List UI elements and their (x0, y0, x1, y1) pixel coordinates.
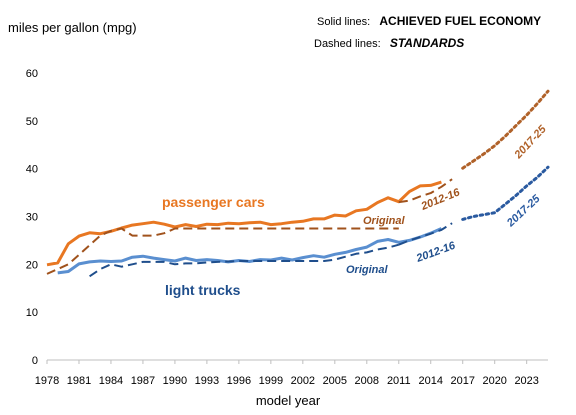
x-tick-label: 1990 (163, 375, 187, 387)
label-cars-original: Original (363, 215, 406, 227)
x-tick-label: 1996 (227, 375, 251, 387)
series-line-original-1 (46, 227, 399, 275)
series-line-light-trucks-4 (57, 227, 443, 275)
series-line-2017-25-7 (461, 165, 550, 221)
x-tick-label: 1987 (131, 375, 155, 387)
x-tick-label: 2020 (482, 375, 506, 387)
y-tick-label: 60 (26, 68, 38, 80)
legend-solid-prefix: Solid lines: (317, 16, 371, 28)
y-tick-label: 20 (26, 259, 38, 271)
y-tick-label: 10 (26, 307, 38, 319)
x-tick-label: 1978 (35, 375, 59, 387)
series-line-original-5 (89, 243, 400, 278)
x-tick-label: 1993 (195, 375, 219, 387)
legend-dashed-text: STANDARDS (389, 36, 465, 50)
label-cars-2017-25: 2017-25 (512, 123, 550, 162)
x-tick-label: 2008 (355, 375, 379, 387)
x-tick-label: 2005 (323, 375, 347, 387)
label-light-trucks: light trucks (165, 282, 241, 298)
x-tick-label: 2011 (387, 375, 411, 387)
legend-dashed-prefix: Dashed lines: (314, 38, 381, 50)
label-trucks-original: Original (346, 264, 389, 276)
x-tick-label: 2014 (419, 375, 443, 387)
series-line-passenger-cars-0 (46, 180, 442, 267)
y-tick-label: 40 (26, 164, 38, 176)
x-axis-title: model year (255, 393, 321, 408)
legend-solid: Solid lines: ACHIEVED FUEL ECONOMY (317, 14, 541, 28)
y-tick-label: 0 (32, 355, 38, 367)
y-tick-label: 50 (26, 116, 38, 128)
label-passenger-cars: passenger cars (162, 194, 265, 210)
x-tick-label: 2002 (291, 375, 315, 387)
y-axis-title: miles per gallon (mpg) (8, 20, 137, 35)
series-line-2012-16-6 (398, 222, 453, 246)
x-tick-label: 2023 (514, 375, 538, 387)
x-tick-label: 1984 (99, 375, 123, 387)
label-trucks-2017-25: 2017-25 (504, 192, 543, 230)
series-line-2012-16-2 (398, 178, 453, 204)
legend-dashed: Dashed lines: STANDARDS (314, 36, 464, 50)
label-cars-2012-16: 2012-16 (419, 186, 463, 213)
x-tick-label: 1981 (67, 375, 91, 387)
x-tick-label: 1999 (259, 375, 283, 387)
series-line-2017-25-3 (461, 89, 550, 170)
label-trucks-2012-16: 2012-16 (414, 239, 458, 265)
legend-solid-text: ACHIEVED FUEL ECONOMY (379, 14, 542, 28)
y-tick-label: 30 (26, 212, 38, 224)
x-tick-label: 2017 (450, 375, 474, 387)
